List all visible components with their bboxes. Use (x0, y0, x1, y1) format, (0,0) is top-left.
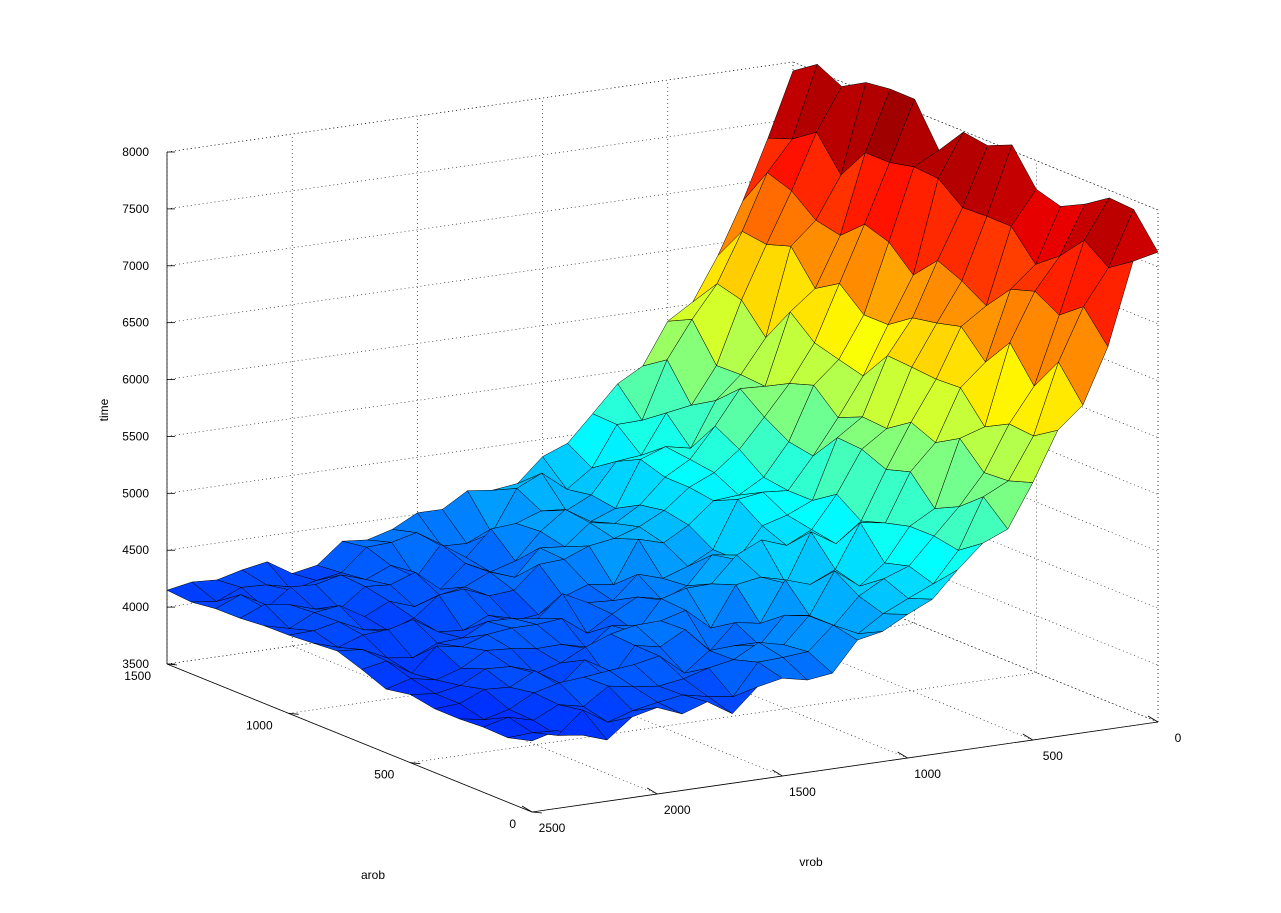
x-tick (521, 805, 533, 813)
y-axis-label: arob (361, 868, 385, 882)
z-tick-label: 5500 (122, 429, 149, 443)
z-tick-label: 7500 (122, 202, 149, 216)
z-tick-label: 3500 (122, 657, 149, 671)
grid-line (166, 346, 794, 437)
z-tick-label: 6000 (122, 373, 149, 387)
z-tick-label: 7000 (122, 259, 149, 273)
y-tick (410, 762, 421, 765)
x-axis-label: vrob (799, 855, 823, 869)
x-tick (1022, 733, 1034, 741)
z-tick-label: 4000 (122, 600, 149, 614)
x-tick-label: 500 (1043, 749, 1063, 763)
y-tick (288, 712, 299, 715)
z-axis-label: time (97, 398, 111, 421)
grid-line (166, 61, 794, 153)
x-tick (1147, 715, 1159, 723)
y-tick-label: 1000 (246, 718, 273, 732)
y-axis-line (166, 663, 533, 813)
grid-line (410, 672, 1037, 763)
grid-line (166, 403, 794, 494)
y-tick (166, 663, 178, 666)
z-tick-label: 8000 (122, 145, 149, 159)
grid-line (166, 118, 794, 210)
axes: 3500400045005000550060006500700075008000… (122, 145, 1181, 835)
z-tick-label: 4500 (122, 543, 149, 557)
x-tick (897, 751, 908, 759)
x-axis-line (531, 721, 1159, 813)
grid-line (792, 516, 1159, 666)
x-tick-label: 1000 (914, 767, 941, 781)
surface-patch (1108, 208, 1159, 268)
y-tick (531, 811, 543, 814)
y-tick-label: 1500 (124, 669, 151, 683)
grid-line (166, 232, 794, 323)
x-tick-label: 2500 (539, 821, 566, 835)
grid-line (166, 175, 794, 267)
z-tick-label: 5000 (122, 486, 149, 500)
x-tick (646, 787, 658, 795)
x-tick-label: 0 (1175, 731, 1182, 745)
y-tick-label: 500 (374, 768, 394, 782)
z-tick-label: 6500 (122, 316, 149, 330)
x-tick-label: 2000 (664, 803, 691, 817)
grid-line (166, 289, 794, 380)
x-tick-label: 1500 (789, 785, 816, 799)
y-tick-label: 0 (509, 817, 516, 831)
x-tick (772, 769, 783, 777)
surface-mesh (166, 63, 1159, 742)
